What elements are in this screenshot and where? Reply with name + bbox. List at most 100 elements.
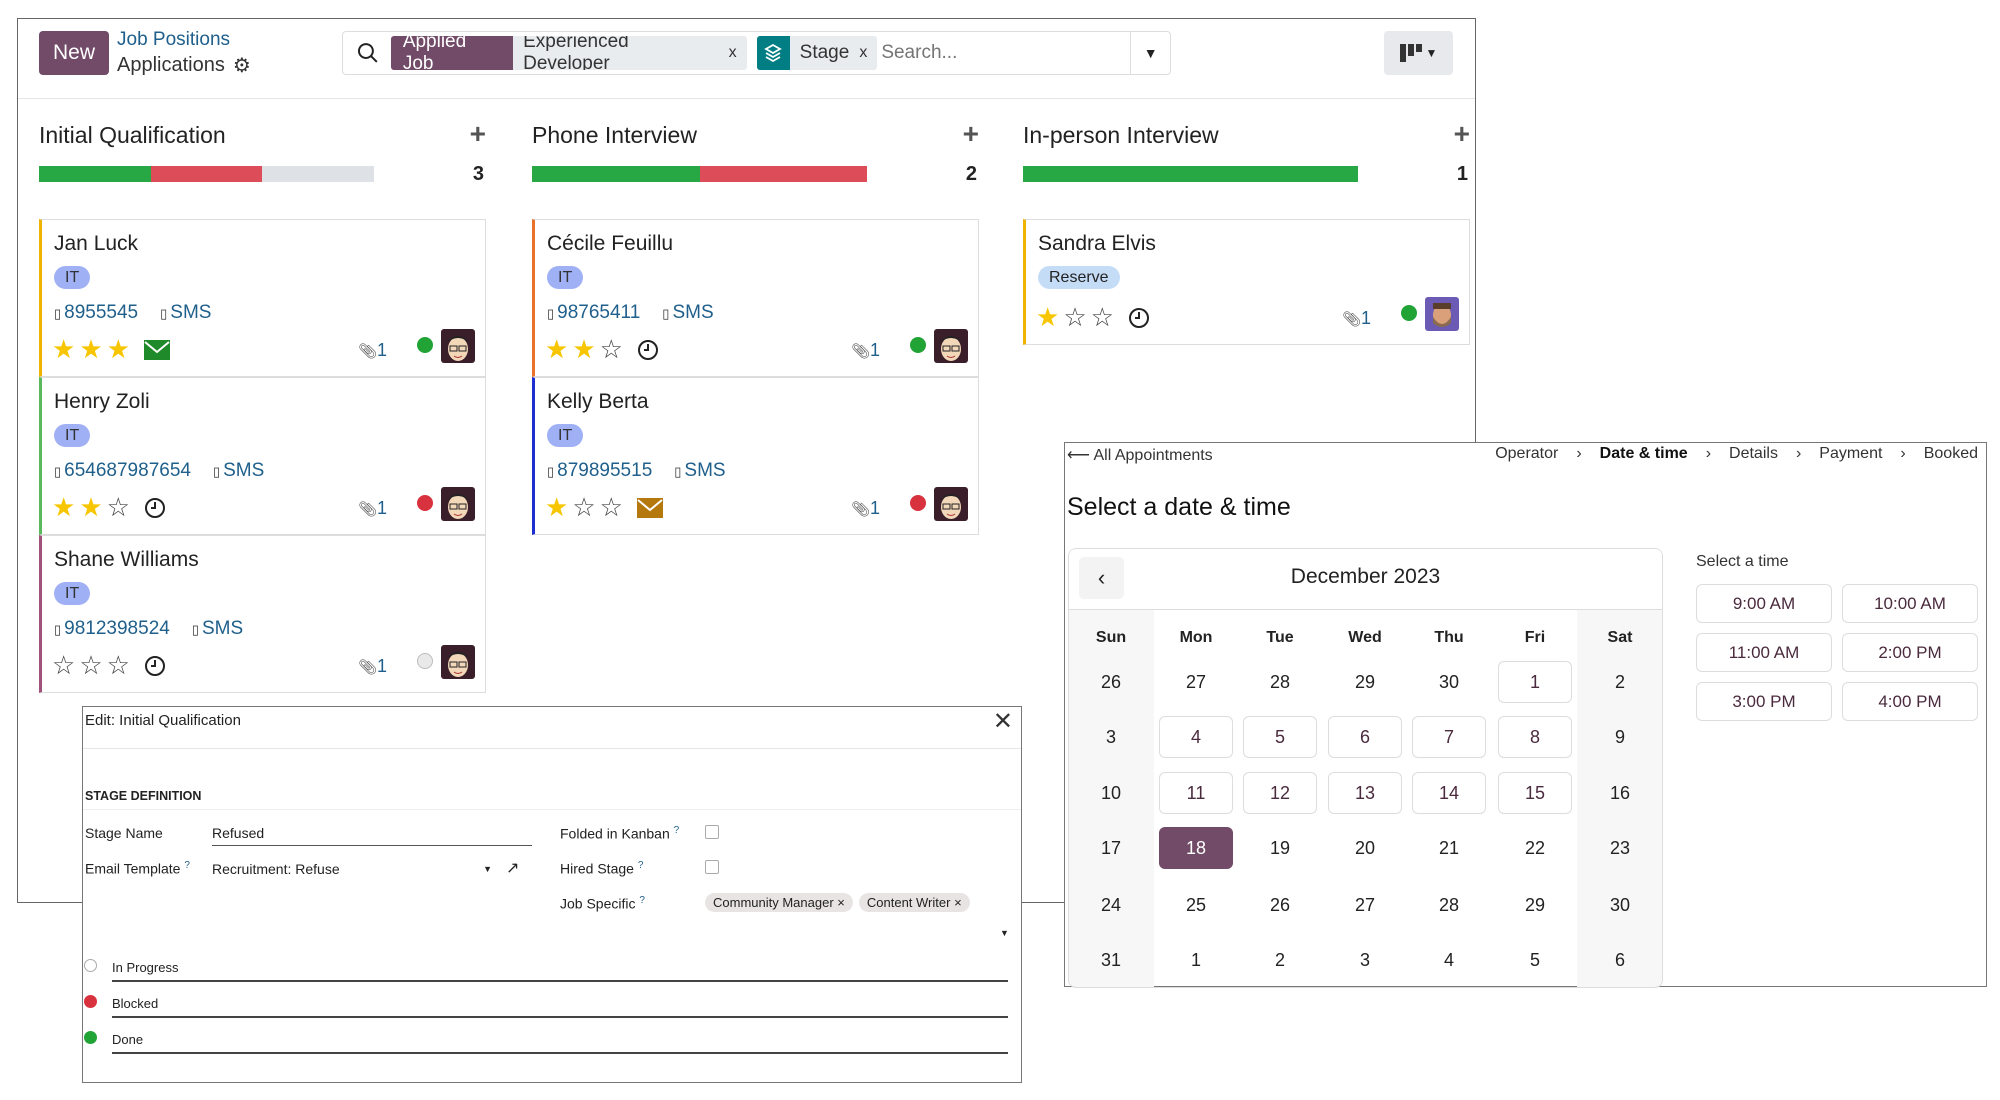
- help-icon[interactable]: ?: [673, 825, 680, 836]
- time-slot-button[interactable]: 3:00 PM: [1696, 682, 1832, 721]
- help-icon[interactable]: ?: [637, 860, 644, 871]
- star-empty-icon[interactable]: ☆: [52, 650, 76, 680]
- caret-down-icon[interactable]: ▼: [1000, 928, 1009, 938]
- progress-segment-green[interactable]: [1023, 166, 1358, 182]
- applicant-card[interactable]: Sandra Elvis Reserve ★ ☆ ☆ 📎︎1: [1023, 219, 1470, 345]
- calendar-day[interactable]: 4: [1159, 716, 1233, 758]
- progress-segment-grey[interactable]: [262, 166, 374, 182]
- stage-name-input[interactable]: Refused: [212, 825, 532, 846]
- attachment-count[interactable]: 📎︎1: [358, 340, 387, 361]
- state-color-dot[interactable]: [84, 959, 97, 972]
- calendar-day[interactable]: 7: [1412, 716, 1486, 758]
- breadcrumb-job-positions[interactable]: Job Positions: [117, 29, 231, 50]
- help-icon[interactable]: ?: [184, 860, 190, 871]
- envelope-icon[interactable]: [636, 497, 663, 518]
- gear-icon[interactable]: ⚙: [232, 55, 251, 77]
- envelope-icon[interactable]: [143, 339, 170, 360]
- external-link-icon[interactable]: ↗: [506, 860, 520, 877]
- state-label-input[interactable]: Done: [112, 1032, 144, 1047]
- progress-segment-red[interactable]: [699, 166, 867, 182]
- help-icon[interactable]: ?: [639, 895, 645, 906]
- star-empty-icon[interactable]: ☆: [599, 492, 623, 522]
- calendar-day[interactable]: 8: [1498, 716, 1572, 758]
- attachment-count[interactable]: 📎︎1: [358, 498, 387, 519]
- calendar-day[interactable]: 1: [1498, 661, 1572, 703]
- state-color-dot[interactable]: [84, 1031, 97, 1044]
- state-label-input[interactable]: In Progress: [112, 960, 179, 975]
- calendar-day[interactable]: 11: [1159, 772, 1233, 814]
- add-card-button[interactable]: +: [1453, 118, 1470, 149]
- user-avatar[interactable]: [934, 487, 968, 521]
- time-slot-button[interactable]: 9:00 AM: [1696, 584, 1832, 623]
- column-progress-bar[interactable]: [532, 166, 867, 182]
- step-details[interactable]: Details: [1729, 445, 1778, 462]
- applicant-card[interactable]: Henry Zoli IT ▯ 654687987654 ▯ SMS ★ ★ ☆ 📎︎1: [39, 377, 486, 535]
- kanban-state-dot[interactable]: [417, 495, 433, 511]
- search-input[interactable]: [881, 42, 1127, 64]
- state-color-dot[interactable]: [84, 995, 97, 1008]
- phone-link[interactable]: ▯ 8955545: [54, 302, 138, 324]
- phone-link[interactable]: ▯ 879895515: [547, 460, 652, 482]
- calendar-day[interactable]: 12: [1243, 772, 1317, 814]
- back-link[interactable]: ⟵ All Appointments: [1067, 445, 1213, 465]
- user-avatar[interactable]: [441, 329, 475, 363]
- applicant-card[interactable]: Kelly Berta IT ▯ 879895515 ▯ SMS ★ ☆ ☆ 📎︎1: [532, 377, 979, 535]
- star-empty-icon[interactable]: ☆: [79, 650, 103, 680]
- calendar-day[interactable]: 18: [1159, 827, 1233, 869]
- remove-tag-button[interactable]: ×: [954, 895, 962, 910]
- star-filled-icon[interactable]: ★: [545, 492, 569, 522]
- applicant-card[interactable]: Cécile Feuillu IT ▯ 98765411 ▯ SMS ★ ★ ☆ 📎︎1: [532, 219, 979, 377]
- star-filled-icon[interactable]: ★: [79, 492, 103, 522]
- sms-link[interactable]: ▯ SMS: [192, 618, 243, 640]
- star-empty-icon[interactable]: ☆: [106, 492, 130, 522]
- kanban-state-dot[interactable]: [417, 653, 433, 669]
- sms-link[interactable]: ▯ SMS: [662, 302, 713, 324]
- phone-link[interactable]: ▯ 9812398524: [54, 618, 170, 640]
- view-switcher-button[interactable]: ▼: [1384, 31, 1453, 75]
- kanban-state-dot[interactable]: [417, 337, 433, 353]
- calendar-day[interactable]: 5: [1243, 716, 1317, 758]
- star-empty-icon[interactable]: ☆: [1063, 302, 1087, 332]
- star-empty-icon[interactable]: ☆: [106, 650, 130, 680]
- calendar-day[interactable]: 14: [1412, 772, 1486, 814]
- user-avatar[interactable]: [1425, 297, 1459, 331]
- add-card-button[interactable]: +: [962, 118, 979, 149]
- kanban-state-dot[interactable]: [1401, 305, 1417, 321]
- remove-facet-button[interactable]: x: [728, 44, 737, 61]
- time-slot-button[interactable]: 10:00 AM: [1842, 584, 1978, 623]
- kanban-state-dot[interactable]: [910, 337, 926, 353]
- attachment-count[interactable]: 📎︎1: [358, 656, 387, 677]
- kanban-state-dot[interactable]: [910, 495, 926, 511]
- sms-link[interactable]: ▯ SMS: [674, 460, 725, 482]
- step-date-time[interactable]: Date & time: [1599, 445, 1688, 462]
- search-options-toggle[interactable]: ▼: [1130, 32, 1170, 74]
- email-template-select[interactable]: Recruitment: Refuse ▼: [212, 861, 492, 877]
- clock-icon[interactable]: [1128, 307, 1150, 329]
- star-filled-icon[interactable]: ★: [52, 492, 76, 522]
- folded-in-kanban-checkbox[interactable]: [705, 825, 719, 839]
- time-slot-button[interactable]: 2:00 PM: [1842, 633, 1978, 672]
- star-filled-icon[interactable]: ★: [545, 334, 569, 364]
- time-slot-button[interactable]: 11:00 AM: [1696, 633, 1832, 672]
- clock-icon[interactable]: [144, 497, 166, 519]
- progress-segment-red[interactable]: [150, 166, 263, 182]
- phone-link[interactable]: ▯ 654687987654: [54, 460, 191, 482]
- new-button[interactable]: New: [39, 31, 109, 75]
- calendar-day[interactable]: 13: [1328, 772, 1402, 814]
- user-avatar[interactable]: [441, 487, 475, 521]
- star-empty-icon[interactable]: ☆: [572, 492, 596, 522]
- user-avatar[interactable]: [934, 329, 968, 363]
- hired-stage-checkbox[interactable]: [705, 860, 719, 874]
- state-label-input[interactable]: Blocked: [112, 996, 159, 1011]
- star-filled-icon[interactable]: ★: [572, 334, 596, 364]
- step-booked[interactable]: Booked: [1923, 445, 1978, 462]
- remove-facet-button[interactable]: x: [859, 44, 868, 61]
- phone-link[interactable]: ▯ 98765411: [547, 302, 640, 324]
- star-empty-icon[interactable]: ☆: [599, 334, 623, 364]
- applicant-card[interactable]: Jan Luck IT ▯ 8955545 ▯ SMS ★ ★ ★ 📎︎1: [39, 219, 486, 377]
- time-slot-button[interactable]: 4:00 PM: [1842, 682, 1978, 721]
- calendar-day[interactable]: 6: [1328, 716, 1402, 758]
- star-filled-icon[interactable]: ★: [79, 334, 103, 364]
- clock-icon[interactable]: [637, 339, 659, 361]
- progress-segment-green[interactable]: [532, 166, 700, 182]
